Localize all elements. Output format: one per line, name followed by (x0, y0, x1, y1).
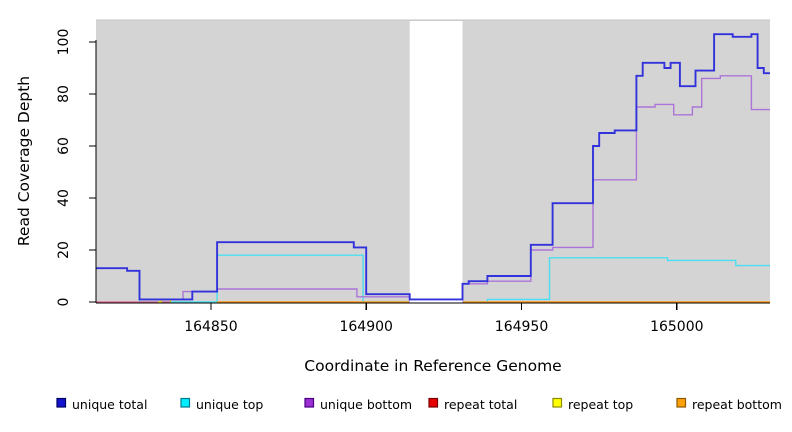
legend-item-unique-total: unique total (56, 397, 147, 412)
y-tick-label: 0 (56, 298, 72, 307)
legend-label: unique top (196, 397, 263, 412)
legend-label: repeat total (444, 397, 517, 412)
y-tick-label: 40 (56, 189, 72, 207)
legend-label: unique total (72, 397, 147, 412)
legend-swatch-repeat-top (552, 397, 563, 408)
series-line-unique-total (96, 33, 770, 301)
legend-item-unique-top: unique top (180, 397, 263, 412)
masked-gap-region (409, 21, 463, 303)
axes-layer: 164850 164900 164950 165000 0 20 40 60 80 100 (56, 29, 770, 335)
x-axis-title: Coordinate in Reference Genome (304, 357, 561, 375)
legend-swatch-unique-bottom (304, 397, 315, 408)
legend-swatch-unique-top (180, 397, 191, 408)
plot-layers (96, 19, 770, 303)
x-tick-label: 164950 (495, 319, 548, 335)
legend-swatch-unique-total (56, 397, 67, 408)
legend-item-repeat-top: repeat top (552, 397, 633, 412)
series-line-unique-bottom (145, 75, 770, 303)
y-tick-label: 80 (56, 85, 72, 103)
legend-item-repeat-bottom: repeat bottom (676, 397, 782, 412)
x-tick-label: 164900 (339, 319, 392, 335)
x-tick-label: 164850 (184, 319, 237, 335)
y-tick-label: 100 (56, 29, 72, 56)
y-axis-title: Read Coverage Depth (15, 76, 33, 246)
y-tick-label: 60 (56, 137, 72, 155)
y-tick-label: 20 (56, 241, 72, 259)
x-tick-label: 165000 (650, 319, 703, 335)
legend-label: repeat bottom (692, 397, 782, 412)
legend: unique total unique top unique bottom repea… (56, 397, 782, 412)
legend-swatch-repeat-total (428, 397, 439, 408)
legend-label: repeat top (568, 397, 633, 412)
legend-item-unique-bottom: unique bottom (304, 397, 412, 412)
legend-item-repeat-total: repeat total (428, 397, 517, 412)
legend-swatch-repeat-bottom (676, 397, 687, 408)
legend-label: unique bottom (320, 397, 412, 412)
